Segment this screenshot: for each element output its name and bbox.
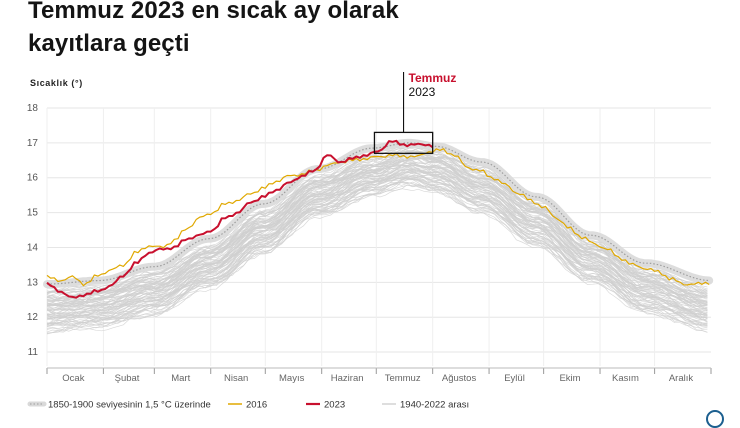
legend-label: 2016 [246,400,267,411]
title-line-2: kayıtlara geçti [28,30,190,57]
legend-label: 2023 [324,400,345,411]
y-tick-label: 17 [27,138,39,149]
history-line-mark [46,175,708,326]
legend-item: 2016 [228,400,267,411]
history-line-mark [46,162,708,315]
brand-logo-icon [706,410,724,428]
x-tick-label: Haziran [331,373,364,384]
series-2023-line [46,139,434,299]
y-axis-label: Sıcaklık (°) [30,78,83,88]
y-tick-label: 13 [27,277,39,288]
history-line-mark [46,149,708,299]
title-line-1: Temmuz 2023 en sıcak ay olarak [28,0,399,24]
annotation-year-label: 2023 [409,85,436,99]
history-line-mark [46,174,708,325]
history-line-mark [46,175,708,328]
page-title: Temmuz 2023 en sıcak ay olarak kayıtlara… [28,0,588,60]
history-line-mark [46,177,708,333]
x-tick-label: Ekim [559,373,580,384]
history-line-mark [46,145,708,294]
history-line-mark [46,166,708,316]
x-tick-label: Aralık [669,373,694,384]
x-tick-label: Ocak [62,373,84,384]
x-tick-label: Şubat [115,373,140,384]
y-tick-label: 14 [27,242,39,253]
axes-layer: Sıcaklık (°) 11 12 13 14 15 16 17 18 Ocak Şubat Mar… [27,78,712,384]
y-tick-label: 18 [27,103,39,114]
history-line-mark [46,164,708,310]
x-tick-label: Eylül [504,373,525,384]
y-tick-label: 11 [28,347,39,358]
x-tick-label: Ağustos [442,373,477,384]
x-tick-label: Temmuz [385,373,421,384]
y-tick-label: 15 [27,208,39,219]
band-layer [43,138,714,289]
series-2016-line [46,148,710,287]
history-line-mark [46,169,708,321]
annotation-month-label: Temmuz [409,71,457,85]
history-line-mark [46,176,708,327]
legend-layer: 1850-1900 seviyesinin 1,5 °C üzerinde 201… [27,400,469,411]
legend-item: 1850-1900 seviyesinin 1,5 °C üzerinde [27,400,211,411]
y-tick-label: 16 [27,173,39,184]
legend-item: 2023 [306,400,345,411]
legend-item: 1940-2022 arası [382,400,469,411]
legend-label: 1940-2022 arası [400,400,469,411]
history-line-mark [47,152,708,300]
history-line-mark [46,162,708,318]
band-threshold-dots [46,142,710,285]
y-tick-label: 12 [27,312,39,323]
x-tick-label: Mayıs [279,373,305,384]
x-tick-label: Mart [171,373,190,384]
x-tick-label: Nisan [224,373,248,384]
series-layer [46,139,710,299]
history-line-mark [46,181,708,334]
legend-label: 1850-1900 seviyesinin 1,5 °C üzerinde [48,400,211,411]
history-line-mark [46,164,708,320]
x-tick-label: Kasım [612,373,639,384]
